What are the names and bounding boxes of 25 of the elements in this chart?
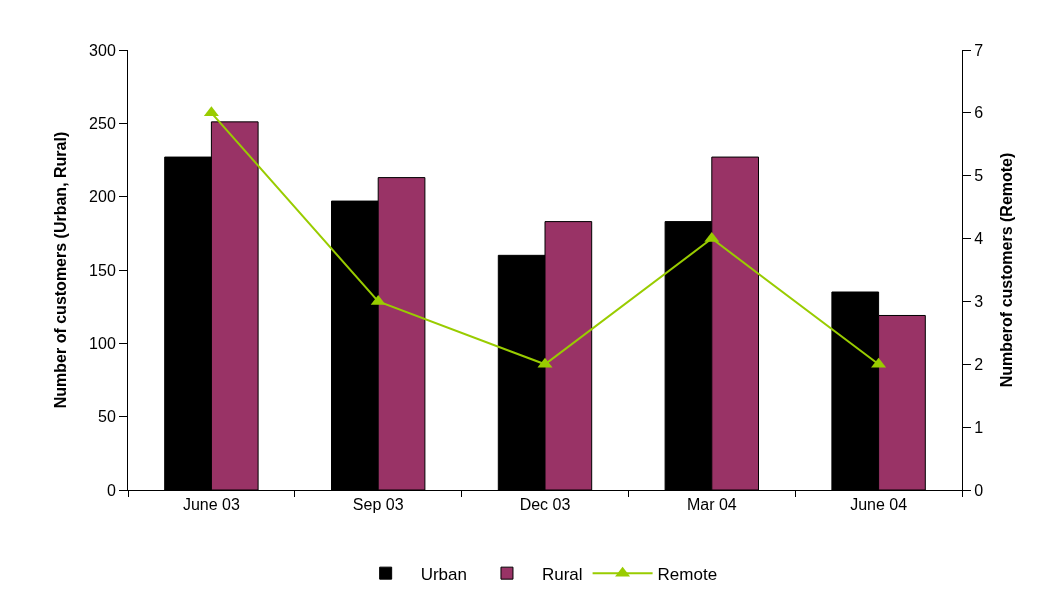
- x-tick-label: Mar 04: [686, 496, 737, 514]
- y-tick-label: 50: [98, 408, 116, 426]
- y2-tick-label: 6: [974, 104, 984, 122]
- y-tick-label: 150: [89, 261, 116, 279]
- x-tick-label: June 03: [182, 496, 240, 514]
- y2-tick-label: 4: [974, 230, 984, 248]
- x-tick-label: Sep 03: [352, 496, 404, 514]
- y-tick-label: 200: [89, 188, 116, 206]
- y-tick-label: 0: [106, 481, 116, 499]
- y2-tick-label: 0: [974, 481, 984, 499]
- y2-tick-label: 3: [974, 293, 984, 311]
- y2-tick-label: 1: [974, 418, 984, 436]
- y-tick-label: 100: [89, 334, 116, 352]
- y2-tick-label: 2: [974, 355, 984, 373]
- legend-label: Remote: [657, 564, 718, 584]
- legend-label: Rural: [541, 564, 583, 584]
- y-tick-label: 300: [89, 41, 116, 59]
- y2-tick-label: 5: [974, 167, 984, 185]
- x-tick-label: June 04: [850, 496, 908, 514]
- y-tick-label: 250: [89, 114, 116, 132]
- y-axis-title: Number of customers (Urban, Rural): [52, 131, 69, 409]
- y2-tick-label: 7: [974, 41, 984, 59]
- legend-label: Urban: [420, 564, 467, 584]
- y2-axis-title: Numberof customers (Remote): [997, 152, 1015, 388]
- x-tick-label: Dec 03: [519, 496, 571, 514]
